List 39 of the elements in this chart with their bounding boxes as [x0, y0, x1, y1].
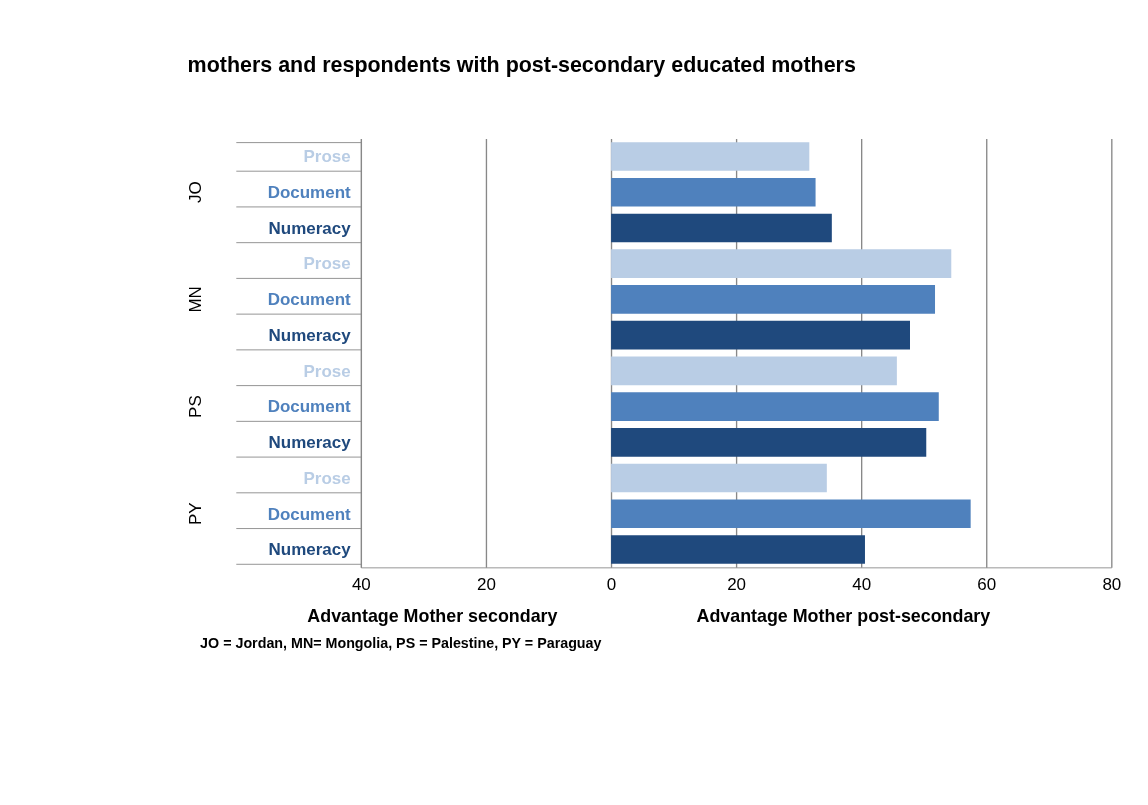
text: JO = Jordan, MN= Mongolia, PS = Palestine, PY = Paraguay [200, 634, 602, 651]
x-tick-label: 20 [727, 575, 747, 595]
text: Document [267, 290, 351, 310]
text: Prose [303, 147, 351, 167]
x-tick-label: 60 [977, 575, 997, 595]
bar [611, 142, 810, 171]
text: Numeracy [268, 433, 351, 453]
text: Prose [303, 468, 351, 488]
text: Prose [303, 361, 351, 381]
bar [611, 285, 936, 314]
text: Numeracy [268, 218, 352, 238]
bar [611, 356, 897, 386]
bar [611, 428, 927, 457]
x-tick-label: 40 [852, 575, 872, 595]
y-tick-label: MN [186, 286, 206, 313]
x-tick-label: 0 [606, 575, 617, 595]
bar [611, 463, 827, 493]
y-tick-label: JO [186, 181, 206, 204]
bar [611, 392, 939, 421]
x-tick-label: 20 [477, 575, 496, 595]
y-tick-label: PS [186, 395, 206, 418]
bar [611, 213, 832, 243]
text: Advantage Mother post-secondary [696, 605, 991, 626]
x-tick-label: 80 [1102, 575, 1122, 595]
text: Document [267, 504, 351, 524]
bar [611, 535, 865, 564]
text: Prose [303, 254, 351, 274]
text: Advantage Mother secondary [307, 605, 558, 626]
bar [611, 320, 910, 350]
bar [611, 249, 952, 278]
bar [611, 177, 816, 207]
y-tick-label: PY [186, 502, 206, 526]
x-tick-label: 40 [351, 575, 371, 595]
text: Document [267, 397, 351, 417]
chart-title: mothers and respondents with post-secondary educated mothers [187, 53, 856, 78]
text: Document [267, 183, 351, 202]
text: Numeracy [268, 540, 351, 560]
text: Numeracy [268, 325, 351, 345]
bar [611, 499, 971, 529]
